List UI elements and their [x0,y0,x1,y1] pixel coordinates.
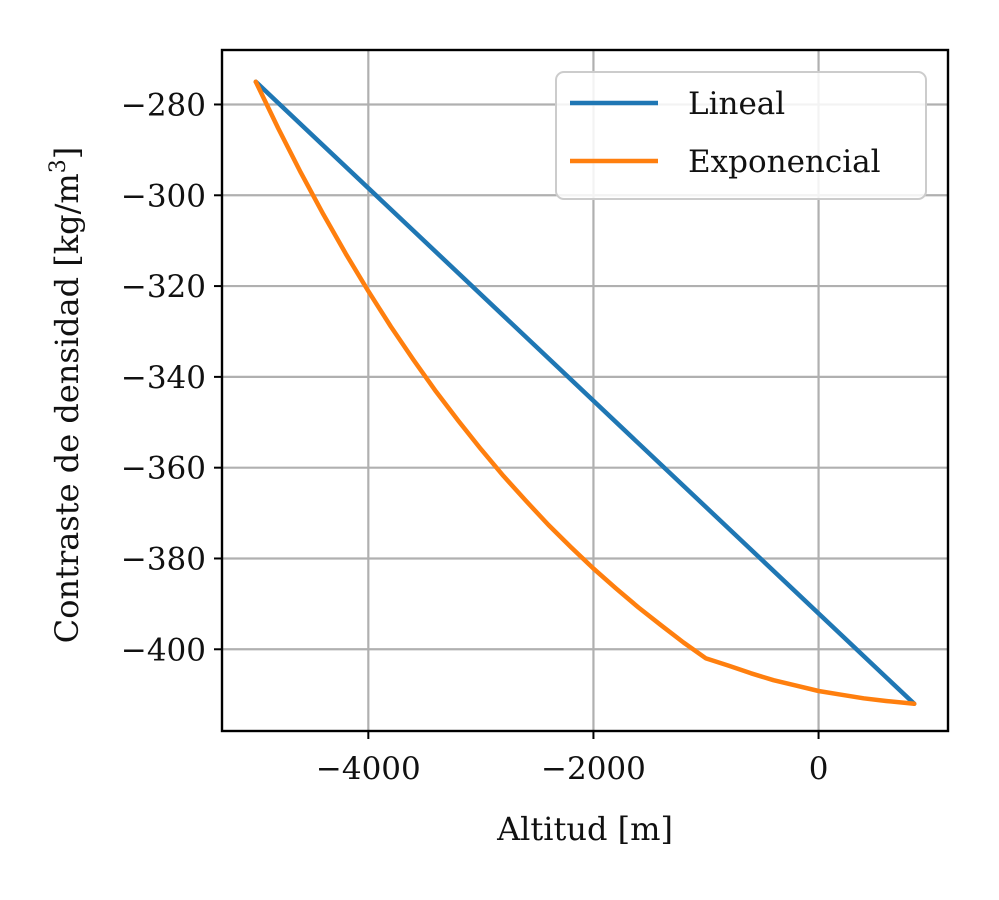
y-axis-title: Contraste de densidad [kg/m3] [46,147,86,643]
y-tick-label: −360 [121,451,206,487]
y-tick-label: −300 [121,178,206,214]
y-tick-label: −380 [121,541,206,577]
plot-frame [220,48,950,733]
legend: Lineal Exponencial [555,71,927,200]
y-axis-title-close: ] [48,147,86,159]
y-tick-label: −340 [121,360,206,396]
x-tick-label: 0 [809,751,829,787]
y-axis-title-main: Contraste de densidad [kg/m [48,173,86,643]
y-axis-title-superscript: 3 [46,159,71,173]
x-tick-label: −4000 [316,751,421,787]
y-tick-label: −320 [121,269,206,305]
y-tick-label: −400 [121,632,206,668]
series-line-lineal [253,79,917,707]
x-axis-title: Altitud [m] [496,810,673,848]
legend-label-lineal: Lineal [688,86,785,122]
series-line-exponencial [253,79,917,707]
x-tick-label: −2000 [541,751,646,787]
series-layer [253,79,917,707]
ticks: −4000 −2000 0 −280 −300 −320 −340 −360 −380 −400 [121,87,829,787]
y-tick-label: −280 [121,87,206,123]
legend-label-exponencial: Exponencial [688,144,881,180]
